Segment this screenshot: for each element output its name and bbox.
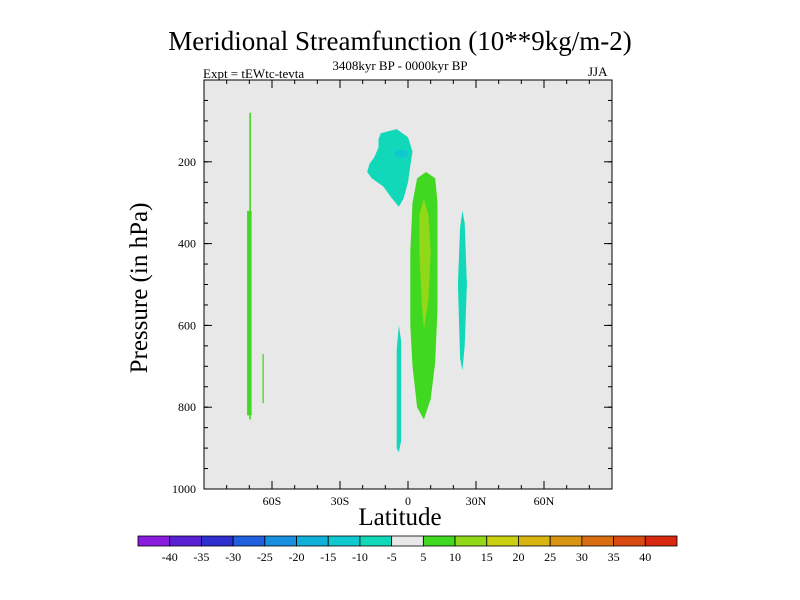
x-axis-label: Latitude (358, 504, 442, 531)
y-tick-label: 800 (178, 400, 196, 414)
colorbar-box (391, 535, 424, 547)
contour-negative-cell-upper (367, 129, 413, 207)
colorbar-box (137, 535, 171, 547)
contour-negative-cell-core (394, 149, 408, 158)
x-tick-label: 30S (331, 494, 350, 508)
colorbar-box (422, 535, 456, 547)
colorbar-label: -5 (387, 550, 397, 564)
colorbar-label: 10 (449, 550, 461, 564)
colorbar-box (454, 535, 488, 547)
colorbar-label: 5 (420, 550, 426, 564)
colorbar-label: 25 (544, 550, 556, 564)
colorbar-label: 40 (639, 550, 651, 564)
experiment-label: Expt = tEWtc-tevta (203, 66, 305, 81)
contour-positive-strip-65s (262, 354, 264, 404)
colorbar-box (644, 535, 678, 547)
colorbar-box (201, 535, 234, 547)
colorbar-box (169, 535, 202, 547)
colorbar-label: -25 (257, 550, 273, 564)
y-tick-label: 1000 (172, 482, 196, 496)
contour-negative-cell-lower (396, 325, 402, 453)
colorbar-label: 35 (608, 550, 620, 564)
y-tick-label: 200 (178, 155, 196, 169)
colorbar-box (264, 535, 297, 547)
colorbar-box (581, 535, 614, 547)
y-tick-label: 400 (178, 237, 196, 251)
contour-negative-cell-30n (457, 210, 467, 371)
colorbar-label: -20 (289, 550, 305, 564)
colorbar-box (327, 535, 361, 547)
colorbar-box (486, 535, 519, 547)
contour-positive-strip-70s-lower (247, 210, 252, 416)
colorbar-label: -30 (225, 550, 241, 564)
colorbar-box (359, 535, 393, 547)
colorbar-box (549, 535, 583, 547)
colorbar-label: 30 (576, 550, 588, 564)
colorbar-label: 15 (481, 550, 493, 564)
contour-positive-cell-equatorial-core (419, 198, 431, 330)
colorbar-label: -35 (193, 550, 209, 564)
colorbar-label: 20 (512, 550, 524, 564)
y-tick-label: 600 (178, 318, 196, 332)
colorbar-box (232, 535, 266, 547)
x-tick-label: 60S (263, 494, 282, 508)
plot-frame (203, 79, 613, 490)
colorbar-label: -10 (352, 550, 368, 564)
colorbar-label: -15 (320, 550, 336, 564)
x-tick-label: 0 (405, 494, 411, 508)
colorbar-box (296, 535, 329, 547)
colorbar-box (613, 535, 646, 547)
season-label: JJA (588, 64, 608, 79)
colorbar-box (518, 535, 551, 547)
colorbar-label: -40 (162, 550, 178, 564)
x-tick-label: 30N (466, 494, 487, 508)
chart-title: Meridional Streamfunction (10**9kg/m-2) (168, 26, 632, 56)
x-tick-label: 60N (534, 494, 555, 508)
chart-subtitle: 3408kyr BP - 0000kyr BP (332, 58, 468, 73)
